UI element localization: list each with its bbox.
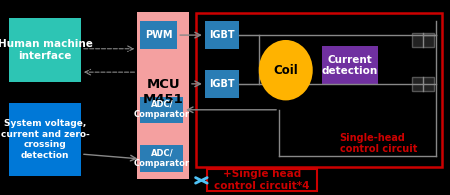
Text: System voltage,
current and zero-
crossing
detection: System voltage, current and zero- crossi… [0, 119, 90, 160]
FancyBboxPatch shape [140, 21, 177, 49]
Text: Single-head
control circuit: Single-head control circuit [340, 133, 417, 154]
FancyBboxPatch shape [140, 97, 183, 123]
Text: PWM: PWM [145, 30, 173, 40]
FancyBboxPatch shape [205, 21, 238, 49]
Text: +Single head
control circuit*4: +Single head control circuit*4 [214, 169, 310, 191]
FancyBboxPatch shape [9, 103, 81, 176]
FancyBboxPatch shape [137, 12, 189, 179]
Text: ADC/
Comparator: ADC/ Comparator [134, 149, 190, 168]
Text: Human machine
interface: Human machine interface [0, 39, 92, 60]
FancyBboxPatch shape [140, 145, 183, 172]
Text: IGBT: IGBT [209, 79, 234, 89]
Text: Coil: Coil [274, 64, 298, 77]
FancyBboxPatch shape [412, 77, 434, 91]
FancyBboxPatch shape [205, 70, 238, 98]
Text: MCU
M451: MCU M451 [143, 78, 184, 106]
Text: Current
detection: Current detection [322, 55, 378, 76]
FancyBboxPatch shape [322, 46, 378, 85]
Text: ADC/
Comparator: ADC/ Comparator [134, 100, 190, 119]
FancyBboxPatch shape [9, 18, 81, 82]
FancyBboxPatch shape [412, 33, 434, 47]
Text: IGBT: IGBT [209, 30, 234, 40]
Ellipse shape [259, 40, 313, 100]
